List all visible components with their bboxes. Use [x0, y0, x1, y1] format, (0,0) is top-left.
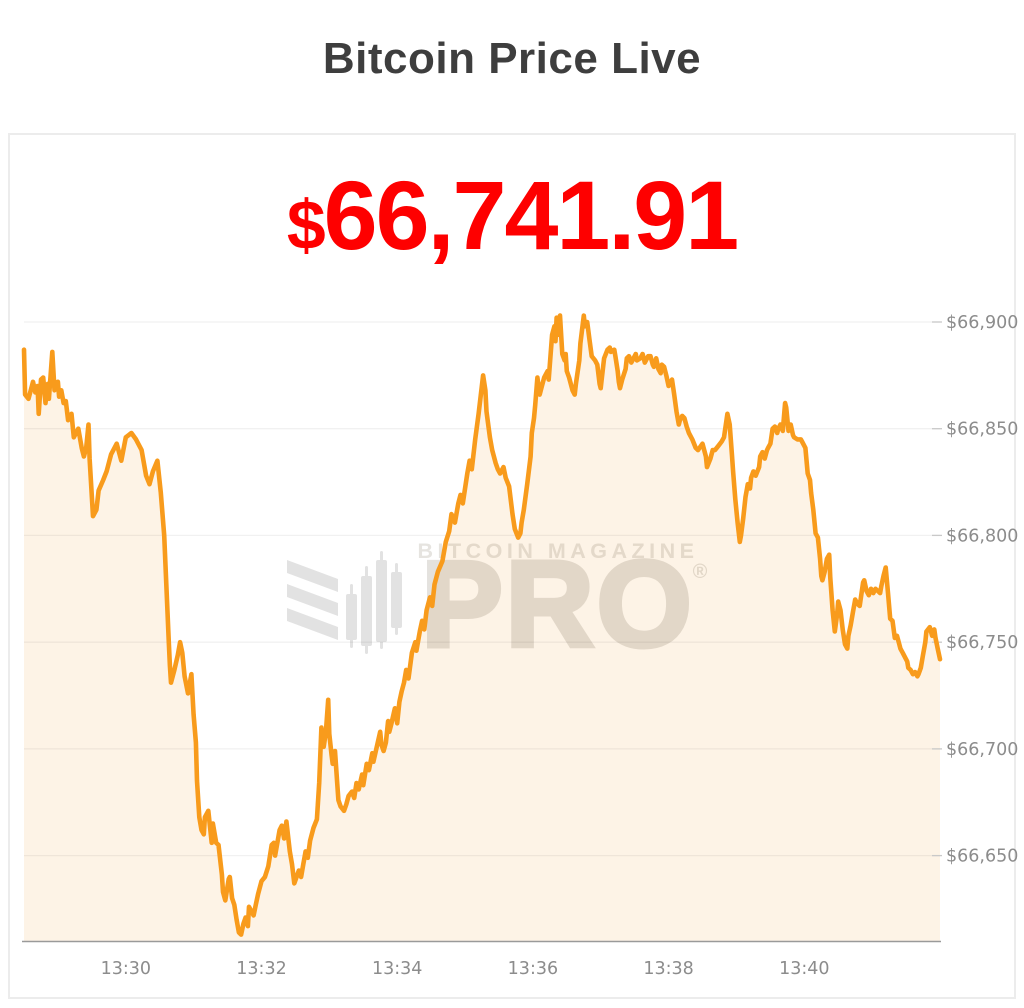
y-axis-labels: $66,900 $66,850 $66,800 $66,750 $66,700 $66,6…: [946, 313, 1018, 867]
y-axis-label: $66,800: [946, 526, 1018, 546]
watermark-brand-line: BITCOIN MAGAZINE: [417, 539, 698, 563]
bitcoin-magazine-pro-watermark: BITCOIN MAGAZINE PRO ®: [287, 534, 708, 675]
watermark-brand-word: PRO: [421, 536, 694, 672]
chart-plot-area[interactable]: [24, 265, 940, 941]
x-axis-labels: 13:30 13:32 13:34 13:36 13:38 13:40: [101, 959, 830, 979]
price-area-fill: [24, 315, 940, 942]
y-axis-label: $66,850: [946, 420, 1018, 440]
x-axis-label: 13:32: [236, 959, 286, 979]
current-price-value: 66,741.91: [323, 161, 740, 270]
price-line-path: [21, 313, 943, 937]
x-axis-label: 13:34: [372, 959, 422, 979]
currency-symbol: $: [286, 186, 326, 264]
y-axis-label: $66,650: [946, 847, 1018, 867]
watermark-registered-icon: ®: [693, 561, 708, 583]
x-axis-label: 13:36: [508, 959, 558, 979]
page-title: Bitcoin Price Live: [322, 34, 702, 83]
area-fill-path: [24, 315, 940, 942]
y-axis-label: $66,900: [946, 313, 1018, 333]
x-axis-label: 13:38: [643, 959, 693, 979]
price-line: [21, 313, 943, 937]
y-axis-label: $66,700: [946, 740, 1018, 760]
bitcoin-magazine-pro-logo-icon: [287, 551, 402, 654]
x-axis-label: 13:30: [101, 959, 151, 979]
y-axis-label: $66,750: [946, 633, 1018, 653]
x-axis-label: 13:40: [779, 959, 829, 979]
current-price: $66,741.91: [0, 160, 1024, 272]
